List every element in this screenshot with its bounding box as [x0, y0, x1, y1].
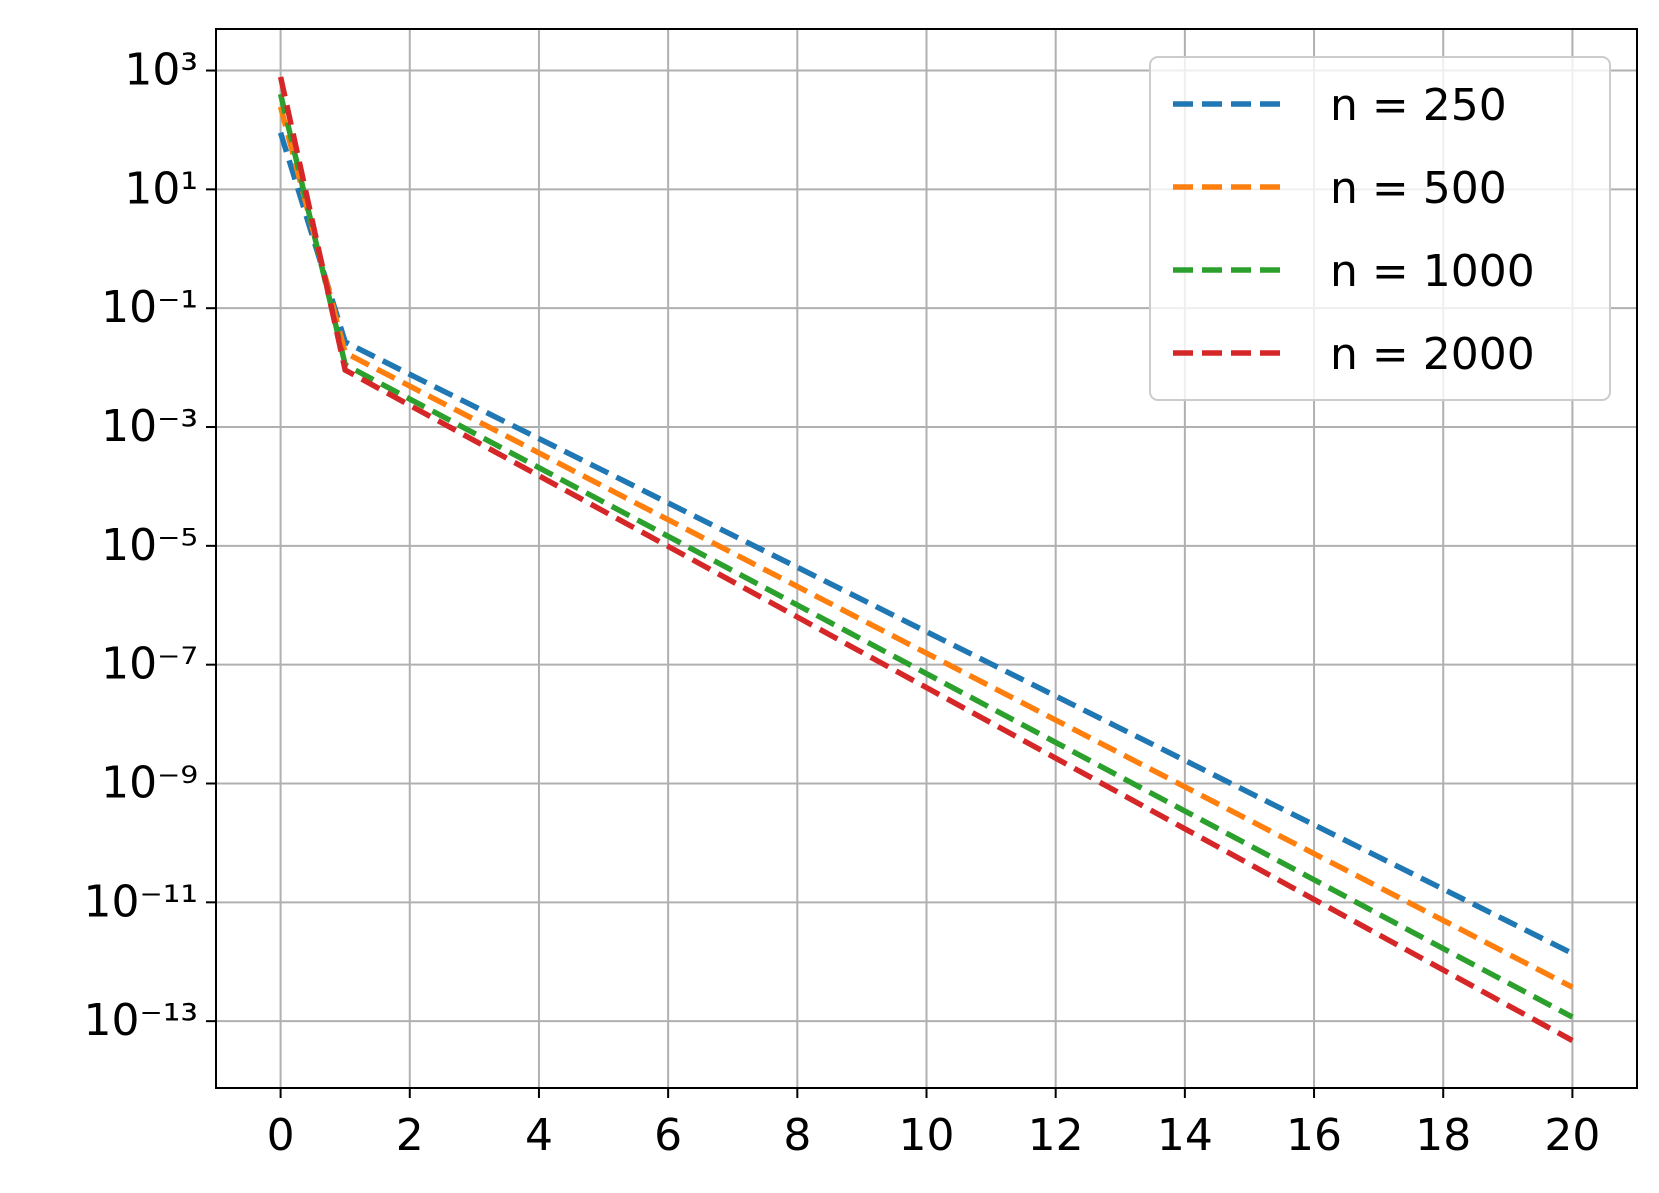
- y-tick-label: 10⁻⁹: [101, 758, 198, 809]
- x-tick-label: 12: [1028, 1110, 1084, 1161]
- x-tick-label: 14: [1157, 1110, 1213, 1161]
- x-tick-label: 0: [267, 1110, 295, 1161]
- series-line: [277, 131, 1574, 956]
- legend-label: n = 250: [1330, 80, 1507, 131]
- x-tick-label: 6: [654, 1110, 682, 1161]
- legend-label: n = 1000: [1330, 246, 1535, 297]
- series-line: [277, 76, 1574, 1043]
- x-tick-label: 8: [783, 1110, 811, 1161]
- y-tick-label: 10⁻⁵: [101, 520, 198, 571]
- legend-box: [1149, 56, 1611, 401]
- x-tick-label: 20: [1544, 1110, 1600, 1161]
- y-tick-label: 10⁻⁷: [101, 639, 198, 690]
- y-tick-label: 10⁻³: [101, 401, 198, 452]
- y-tick-label: 10¹: [124, 163, 198, 214]
- x-tick-label: 4: [525, 1110, 553, 1161]
- x-tick-label: 18: [1415, 1110, 1471, 1161]
- series-line: [277, 93, 1574, 1020]
- x-tick-label: 16: [1286, 1110, 1342, 1161]
- y-tick-label: 10⁻¹¹: [84, 876, 199, 927]
- plot-frame: [215, 28, 1638, 1089]
- series-line: [277, 106, 1574, 990]
- y-tick-label: 10⁻¹³: [84, 995, 199, 1046]
- y-tick-label: 10⁻¹: [101, 282, 198, 333]
- legend-label: n = 500: [1330, 163, 1507, 214]
- x-tick-label: 10: [899, 1110, 955, 1161]
- y-tick-label: 10³: [124, 45, 198, 96]
- legend-label: n = 2000: [1330, 329, 1535, 380]
- x-tick-label: 2: [396, 1110, 424, 1161]
